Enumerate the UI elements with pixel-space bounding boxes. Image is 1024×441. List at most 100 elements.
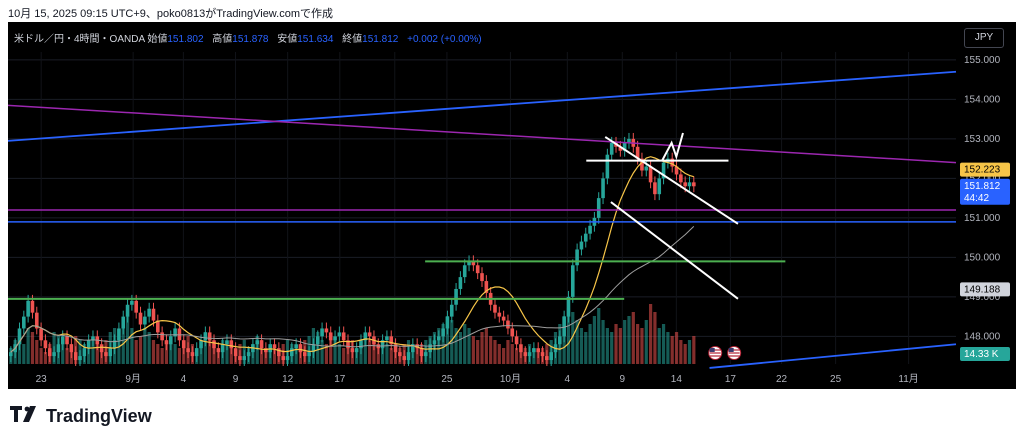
economic-event-flag-icon[interactable] [708,346,723,360]
volume-bar [480,332,484,364]
price-tag-label: 151.812 [964,181,1001,192]
candle-body [354,348,359,353]
volume-bar [493,340,497,364]
volume-bar [95,344,99,364]
candle-body [328,332,333,341]
candle-body [181,340,186,349]
symbol-name[interactable]: 米ドル／円・4時間・OANDA [14,34,145,45]
candle-body [458,277,463,289]
candle-body [315,336,320,345]
x-tick-label: 14 [671,374,683,385]
volume-bar [208,336,212,364]
candle-body [506,320,510,329]
candle-body [588,225,592,234]
candle-body [138,312,143,325]
trendline-channel-bottom [610,201,739,300]
volume-bar [584,332,588,364]
candle-body [156,320,160,333]
candle-body [203,332,208,341]
y-tick-label: 148.000 [964,331,1001,342]
candle-body [679,174,683,183]
candle-body [73,352,78,361]
candle-body [454,288,458,305]
candle-body [160,332,164,341]
x-tick-label: 25 [441,374,453,385]
volume-bar [666,332,670,364]
candle-body [190,352,195,357]
chart-panel[interactable]: 155.000154.000153.000152.000151.000150.0… [8,22,1016,389]
candle-body [216,348,221,353]
volume-bar [368,340,372,364]
candle-body [65,336,69,345]
candle-body [60,336,65,345]
volume-bar [640,328,644,364]
moving-average-long [10,226,695,353]
low-value: 151.634 [297,34,334,45]
trendline-channel-top [604,136,739,225]
candle-body [147,308,151,317]
volume-bar [514,348,519,364]
candle-body [277,348,281,357]
candle-body [56,344,61,353]
candle-body [272,344,277,349]
candle-body [627,138,631,143]
volume-bar [294,348,298,364]
volume-bar [337,344,341,364]
x-tick-label: 10月 [500,373,521,385]
volume-bar [376,348,380,364]
candle-body [359,340,363,349]
candle-body [475,265,480,274]
x-tick-label: 23 [36,374,48,385]
candle-body [246,352,251,357]
candle-body [367,332,372,337]
candle-body [532,348,536,353]
volume-bar [627,316,631,364]
candle-body [298,344,303,353]
candle-body [609,142,614,155]
low-label: 安値 [277,34,298,45]
candle-body [540,352,545,357]
volume-tag [960,347,1010,361]
candle-body [346,340,350,349]
tradingview-logo[interactable]: TradingView [10,402,152,430]
open-label: 始値 [147,34,168,45]
volume-bar [177,348,182,364]
candle-body [640,158,644,171]
volume-bar [138,336,143,364]
candle-body [9,352,13,357]
y-tick-label: 154.000 [964,94,1001,105]
volume-bar [463,324,467,364]
candle-body [233,348,238,357]
volume-bar [160,348,164,364]
candle-body [164,340,169,345]
candle-body [341,332,346,341]
candle-body [436,336,441,341]
price-chart[interactable]: 155.000154.000153.000152.000151.000150.0… [8,22,1016,389]
x-tick-label: 12 [282,374,294,385]
volume-bar [143,328,147,364]
candle-body [467,261,471,266]
volume-bar [372,344,376,364]
candle-body [605,154,610,179]
volume-bar [631,312,635,364]
candle-body [441,328,445,337]
volume-bar [506,340,510,364]
candle-body [47,348,52,357]
y-tick-label: 153.000 [964,134,1001,145]
close-value: 151.812 [362,34,399,45]
candle-body [186,348,190,353]
volume-bar [130,328,134,364]
candle-body [419,348,424,357]
volume-bar [471,336,475,364]
candle-body [536,348,541,353]
candle-body [618,146,623,151]
volume-bar [134,340,138,364]
candle-body [39,328,43,341]
economic-event-flag-icon[interactable] [727,346,742,360]
currency-button[interactable]: JPY [964,28,1004,48]
candle-body [173,328,177,337]
x-tick-label: 25 [830,374,842,385]
y-tick-label: 150.000 [964,252,1001,263]
candle-body [428,344,432,353]
candle-body [104,352,108,357]
